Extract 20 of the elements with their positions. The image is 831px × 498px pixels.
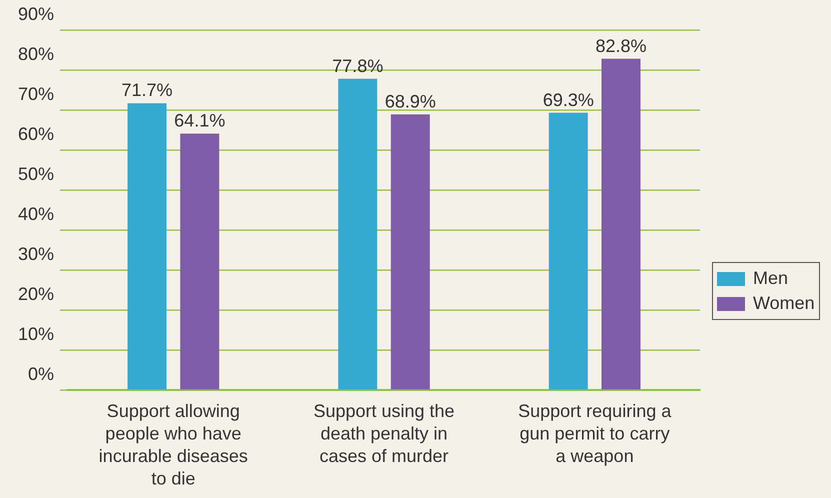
y-tick-label: 10% xyxy=(18,324,54,344)
y-tick-label: 50% xyxy=(18,164,54,184)
data-label: 71.7% xyxy=(122,80,173,100)
y-tick-label: 60% xyxy=(18,124,54,144)
legend-label: Women xyxy=(753,293,815,314)
y-tick-label: 30% xyxy=(18,244,54,264)
data-label: 82.8% xyxy=(595,36,647,56)
x-tick-label: Support using the death penalty in cases of murder xyxy=(313,401,455,466)
legend-label: Men xyxy=(753,268,788,289)
y-tick-label: 70% xyxy=(18,84,54,104)
data-label: 69.3% xyxy=(542,90,594,110)
x-tick-label: Support requiring a gun permit to carry a weapon xyxy=(518,401,672,466)
y-tick-label: 20% xyxy=(18,284,54,304)
data-label: 64.1% xyxy=(174,110,226,131)
data-label: 68.9% xyxy=(384,91,436,112)
y-tick-label: 40% xyxy=(18,204,54,224)
y-tick-label: 80% xyxy=(18,44,54,64)
y-tick-label: 90% xyxy=(18,4,54,24)
y-tick-label: 0% xyxy=(28,364,54,384)
x-tick-label: Support allowing people who have incurable diseases to die xyxy=(98,401,248,489)
